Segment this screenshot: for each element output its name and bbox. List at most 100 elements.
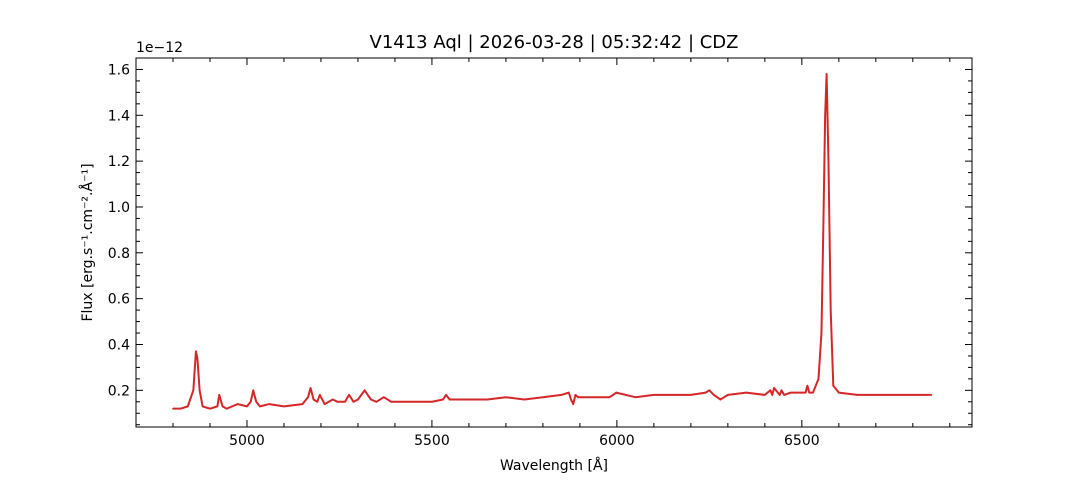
data-point (930, 394, 933, 396)
data-point (713, 394, 715, 396)
data-point (671, 394, 674, 396)
data-point (172, 407, 174, 410)
data-point (179, 407, 182, 410)
data-point (745, 391, 748, 394)
data-point (806, 384, 809, 387)
x-tick-label: 6500 (784, 433, 820, 449)
data-point (331, 398, 334, 401)
x-ticks: 5000 5500 6000 6500 (135, 58, 951, 449)
y-tick-label: 1.2 (108, 154, 130, 170)
data-point (570, 398, 572, 401)
data-point (893, 394, 896, 396)
data-point (542, 396, 544, 399)
data-point (390, 400, 393, 403)
data-point (448, 398, 451, 401)
data-point (348, 394, 350, 396)
data-point (577, 396, 579, 399)
data-point (236, 403, 239, 405)
data-point (196, 357, 199, 360)
data-point (283, 405, 285, 408)
data-point (838, 391, 840, 394)
data-point (769, 389, 772, 392)
plot-frame (135, 57, 973, 428)
data-point (442, 398, 444, 401)
data-point (783, 394, 785, 396)
data-point (246, 405, 248, 408)
data-point (597, 396, 600, 399)
data-point (764, 394, 766, 396)
y-tick-label: 0.4 (108, 337, 130, 353)
y-axis-label: Flux [erg.s⁻¹.cm⁻².Å⁻¹] (79, 163, 96, 321)
data-point (572, 403, 575, 405)
data-point (822, 229, 825, 231)
data-point (344, 400, 346, 403)
y-ticks: 0.2 0.4 0.6 0.8 1.0 1.2 1.4 1.6 (108, 62, 972, 426)
data-point (817, 378, 820, 380)
data-point (249, 400, 252, 403)
data-point (195, 350, 197, 353)
y-tick-label: 0.6 (108, 292, 130, 308)
data-point (268, 403, 270, 405)
plot-area (136, 58, 972, 427)
data-point (468, 398, 470, 401)
data-point (363, 389, 366, 392)
data-point (218, 394, 221, 396)
series-line (172, 73, 932, 410)
data-point (352, 400, 355, 403)
x-tick-label: 6000 (599, 433, 635, 449)
x-axis-label: Wavelength [Å] (500, 457, 608, 474)
data-point (780, 389, 783, 392)
data-point (301, 403, 304, 405)
y-tick-label: 1.6 (108, 62, 130, 78)
data-point (634, 396, 637, 399)
data-point (401, 400, 404, 403)
y-tick-label: 1.4 (108, 108, 130, 124)
data-point (523, 398, 526, 401)
data-point (704, 391, 707, 394)
data-point (574, 394, 577, 396)
data-point (801, 391, 803, 394)
data-point (375, 400, 378, 403)
x-tick-label: 5000 (229, 433, 265, 449)
data-point (231, 405, 233, 408)
data-point (912, 394, 914, 396)
data-point (612, 394, 614, 396)
data-point (312, 398, 315, 401)
data-point (567, 391, 570, 394)
data-point (690, 394, 692, 396)
data-point (771, 394, 774, 396)
data-point (357, 398, 359, 401)
y-offset-label: 1e−12 (136, 40, 183, 56)
data-point (186, 405, 189, 408)
data-point (773, 387, 775, 389)
data-point (307, 396, 309, 399)
data-point (309, 387, 312, 389)
y-tick-label: 0.8 (108, 246, 130, 262)
data-point (383, 396, 385, 399)
y-tick-label: 1.0 (108, 200, 130, 216)
data-point (856, 394, 859, 396)
data-point (778, 394, 781, 396)
x-tick-label: 5500 (414, 433, 450, 449)
data-point (336, 400, 339, 403)
data-point (221, 405, 224, 408)
data-point (820, 332, 823, 334)
data-point (198, 389, 201, 392)
data-point (319, 394, 321, 396)
data-point (808, 391, 811, 394)
data-point (615, 391, 617, 394)
chart-title: V1413 Aql | 2026-03-28 | 05:32:42 | CDZ (370, 32, 739, 53)
data-point (216, 405, 219, 408)
data-point (225, 407, 228, 410)
data-point (192, 389, 195, 392)
data-point (252, 389, 255, 392)
data-point (323, 403, 326, 405)
data-point (370, 398, 372, 401)
data-point (719, 398, 722, 401)
data-point (827, 160, 830, 162)
data-point (201, 405, 204, 408)
data-point (727, 394, 729, 396)
data-point (505, 396, 507, 399)
data-point (486, 398, 489, 401)
